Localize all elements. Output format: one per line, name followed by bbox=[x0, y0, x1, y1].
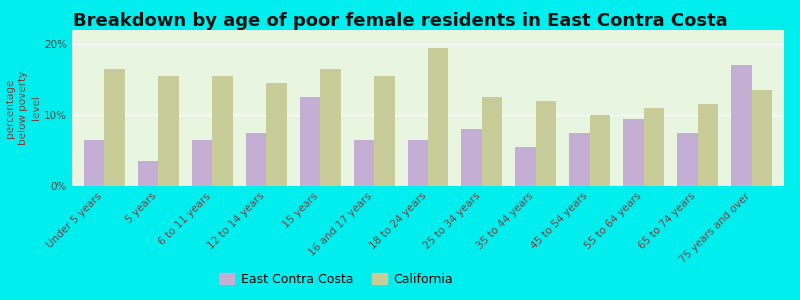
Bar bbox=[752, 90, 772, 186]
Bar bbox=[374, 76, 394, 186]
Bar bbox=[515, 147, 536, 186]
Bar bbox=[731, 65, 752, 186]
Bar bbox=[84, 140, 104, 186]
Bar bbox=[300, 98, 320, 186]
Bar bbox=[482, 98, 502, 186]
Bar bbox=[354, 140, 374, 186]
Bar bbox=[698, 104, 718, 186]
Bar bbox=[462, 129, 482, 186]
Bar bbox=[212, 76, 233, 186]
Bar bbox=[138, 161, 158, 186]
Bar bbox=[320, 69, 341, 186]
Bar bbox=[192, 140, 212, 186]
Text: Breakdown by age of poor female residents in East Contra Costa: Breakdown by age of poor female resident… bbox=[73, 12, 727, 30]
Bar bbox=[246, 133, 266, 186]
Bar bbox=[536, 101, 556, 186]
Bar bbox=[570, 133, 590, 186]
Bar bbox=[644, 108, 664, 186]
Bar bbox=[158, 76, 179, 186]
Y-axis label: percentage
below poverty
level: percentage below poverty level bbox=[5, 71, 42, 145]
Bar bbox=[428, 48, 449, 186]
Bar bbox=[104, 69, 125, 186]
Bar bbox=[407, 140, 428, 186]
Bar bbox=[677, 133, 698, 186]
Bar bbox=[590, 115, 610, 186]
Legend: East Contra Costa, California: East Contra Costa, California bbox=[214, 268, 458, 291]
Bar bbox=[266, 83, 286, 186]
Bar bbox=[623, 118, 644, 186]
